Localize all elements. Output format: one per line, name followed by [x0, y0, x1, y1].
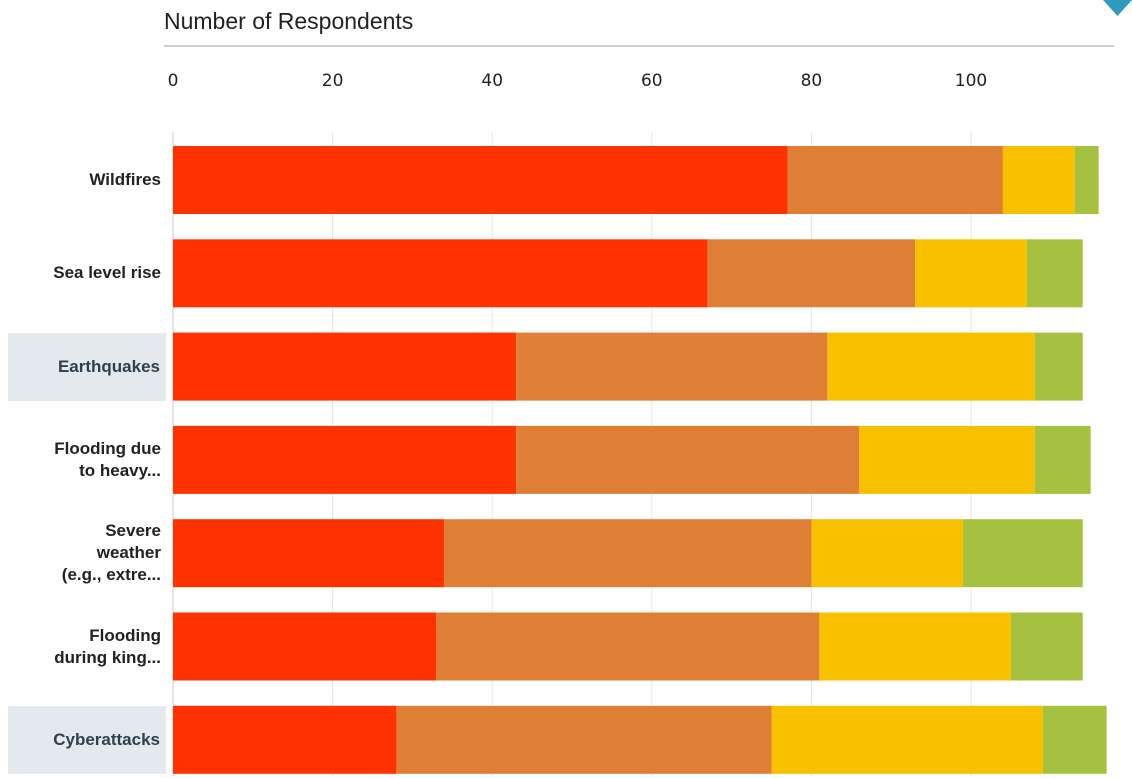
category-label: Severe weather (e.g., extre...	[11, 519, 167, 587]
category-label-line: Cyberattacks	[53, 729, 160, 749]
bar-segment[interactable]	[1074, 146, 1099, 214]
category-label-line: Severe	[105, 521, 161, 541]
category-label-text: Severe weather (e.g., extre...	[62, 520, 161, 586]
bar-segment[interactable]	[1034, 332, 1083, 401]
x-tick-label: 20	[322, 71, 344, 91]
bar-segment[interactable]	[444, 519, 812, 588]
category-label-text: Flooding due to heavy...	[54, 438, 161, 482]
category-label: Flooding due to heavy...	[11, 426, 167, 494]
x-tick-label: 40	[481, 71, 503, 91]
bar-segment[interactable]	[173, 705, 397, 774]
category-label[interactable]: Earthquakes	[8, 332, 166, 401]
category-label-text: Wildfires	[89, 169, 161, 191]
category-label-line: (e.g., extre...	[61, 565, 161, 585]
bar-segment[interactable]	[396, 705, 772, 774]
category-label[interactable]: Cyberattacks	[8, 705, 166, 774]
category-label-line: to heavy...	[79, 460, 161, 480]
chevron-down-icon[interactable]	[1103, 0, 1132, 16]
bar-segment[interactable]	[173, 332, 517, 401]
bar-segment[interactable]	[173, 146, 788, 214]
category-label: Flooding during king...	[11, 613, 167, 681]
bar-segment[interactable]	[1026, 239, 1083, 308]
bar-segment[interactable]	[436, 612, 820, 681]
x-tick-label: 0	[168, 71, 179, 91]
axis-title-underline	[164, 45, 1114, 47]
bar-layer	[173, 146, 1107, 774]
category-label-line: Wildfires	[89, 170, 161, 189]
bar-segment[interactable]	[1010, 612, 1083, 681]
bar-segment[interactable]	[516, 425, 860, 494]
bar-segment[interactable]	[173, 239, 708, 308]
category-label: Sea level rise	[11, 239, 167, 307]
bar-segment[interactable]	[1042, 705, 1107, 774]
x-tick-label: 80	[801, 71, 823, 91]
category-label: Wildfires	[11, 146, 167, 214]
bar-segment[interactable]	[827, 332, 1035, 401]
bar-segment[interactable]	[811, 519, 964, 588]
category-label-text: Cyberattacks	[53, 729, 160, 751]
bar-segment[interactable]	[771, 705, 1043, 774]
category-label-line: Flooding	[89, 625, 161, 645]
bar-segment[interactable]	[173, 425, 517, 494]
x-tick-label: 60	[641, 71, 663, 91]
x-tick-layer: 0 20 40 60 80 100	[168, 71, 988, 91]
category-label-text: Earthquakes	[58, 356, 160, 378]
bar-segment[interactable]	[173, 519, 445, 588]
category-label-line: Earthquakes	[57, 356, 160, 376]
bar-segment[interactable]	[1034, 425, 1091, 494]
category-label-text: Sea level rise	[53, 262, 161, 284]
category-label-text: Flooding during king...	[54, 625, 161, 669]
bar-segment[interactable]	[173, 612, 437, 681]
x-tick-label: 100	[955, 71, 987, 91]
category-label-line: weather	[96, 543, 161, 563]
bar-segment[interactable]	[787, 146, 1003, 214]
bar-segment[interactable]	[963, 519, 1083, 588]
category-label-line: Flooding due	[54, 438, 161, 458]
bar-segment[interactable]	[915, 239, 1027, 308]
bar-segment[interactable]	[859, 425, 1035, 494]
bar-segment[interactable]	[707, 239, 916, 308]
bar-segment[interactable]	[516, 332, 828, 401]
category-label-line: during king...	[54, 647, 161, 667]
category-label-line: Sea level rise	[53, 263, 161, 283]
bar-segment[interactable]	[1002, 146, 1075, 214]
axis-title: Number of Respondents	[164, 8, 414, 34]
bar-segment[interactable]	[819, 612, 1011, 681]
